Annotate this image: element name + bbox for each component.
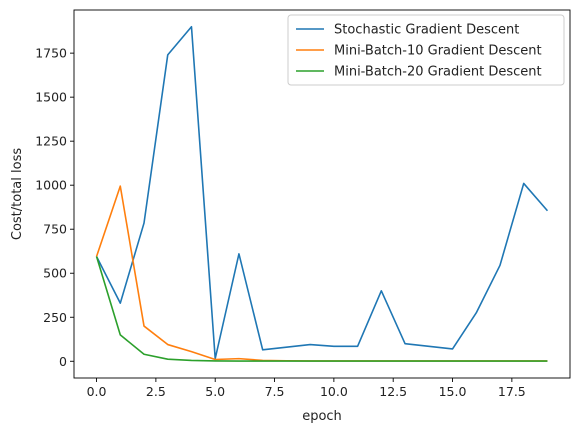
y-axis-label: Cost/total loss	[10, 148, 25, 240]
legend: Stochastic Gradient Descent Mini-Batch-10…	[287, 14, 565, 86]
x-tick-label: 0.0	[87, 384, 107, 399]
series-line-0	[95, 25, 549, 360]
legend-label-1: Mini-Batch-10 Gradient Descent	[334, 44, 542, 59]
plot-frame	[73, 9, 571, 379]
x-axis-label: epoch	[302, 409, 342, 424]
y-tick-label: 0	[59, 354, 67, 369]
x-tick-label: 15.0	[439, 384, 467, 399]
x-tick-label: 2.5	[146, 384, 166, 399]
series-line-2	[95, 256, 548, 362]
x-axis: 0.0 2.5 5.0 7.5 10.0 12.5 15.0 17.5	[87, 378, 526, 399]
legend-label-0: Stochastic Gradient Descent	[334, 23, 519, 38]
legend-label-2: Mini-Batch-20 Gradient Descent	[334, 65, 542, 80]
x-tick-label: 5.0	[205, 384, 225, 399]
x-tick-label: 7.5	[265, 384, 285, 399]
series-line-1	[95, 185, 548, 362]
y-tick-label: 1250	[35, 134, 67, 149]
y-axis: 0 250 500 750 1000 1250 1500 1750	[35, 46, 74, 369]
y-tick-label: 1000	[35, 178, 67, 193]
y-tick-label: 250	[43, 310, 67, 325]
x-tick-label: 12.5	[379, 384, 407, 399]
x-tick-label: 10.0	[320, 384, 348, 399]
y-tick-label: 1500	[35, 90, 67, 105]
legend-box	[287, 14, 565, 86]
y-tick-label: 500	[43, 266, 67, 281]
watermark-text: 掘金技术社区 @ 布客飞龙	[390, 399, 565, 417]
y-tick-label: 1750	[35, 46, 67, 61]
plot-area	[95, 25, 549, 362]
y-tick-label: 750	[43, 222, 67, 237]
x-tick-label: 17.5	[498, 384, 526, 399]
